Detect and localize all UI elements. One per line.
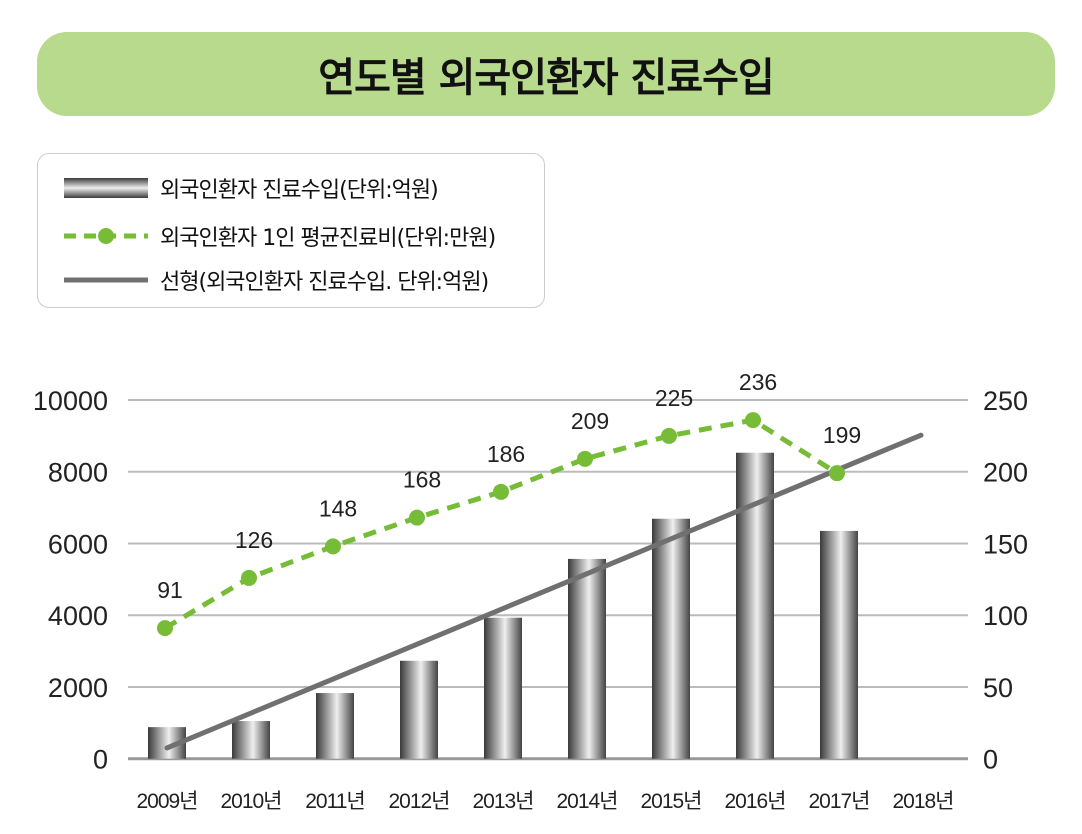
x-tick-label: 2009년 xyxy=(136,790,197,813)
avg-cost-marker xyxy=(745,412,761,429)
legend-swatch-line xyxy=(64,225,148,247)
avg-cost-marker xyxy=(325,538,341,555)
x-tick-label: 2015년 xyxy=(640,790,701,813)
x-tick-label: 2014년 xyxy=(556,790,617,813)
legend-swatch-bar xyxy=(64,178,148,198)
data-label: 186 xyxy=(487,441,525,467)
legend-label: 외국인환자 1인 평균진료비(단위:만원) xyxy=(160,226,496,251)
bar-2011년 xyxy=(316,693,354,759)
right-tick-label: 150 xyxy=(983,529,1028,559)
data-label: 148 xyxy=(319,495,357,521)
data-label: 126 xyxy=(235,527,273,553)
legend-label: 외국인환자 진료수입(단위:억원) xyxy=(160,178,439,203)
legend-swatch-trend xyxy=(64,269,148,291)
x-tick-label: 2010년 xyxy=(220,790,281,813)
left-tick-label: 2000 xyxy=(48,673,108,703)
data-label: 209 xyxy=(571,408,609,434)
legend-item-trend: 선형(외국인환자 진료수입. 단위:억원) xyxy=(64,264,489,296)
x-tick-label: 2011년 xyxy=(305,790,364,813)
legend-item-bar: 외국인환자 진료수입(단위:억원) xyxy=(64,172,439,204)
data-label: 199 xyxy=(823,422,861,448)
bar-2015년 xyxy=(652,518,690,759)
avg-cost-marker xyxy=(493,483,509,500)
legend: 외국인환자 진료수입(단위:억원) 외국인환자 1인 평균진료비(단위:만원) … xyxy=(37,153,545,308)
left-tick-label: 4000 xyxy=(48,601,108,631)
bar-2016년 xyxy=(736,452,774,759)
x-tick-label: 2013년 xyxy=(472,790,533,813)
avg-cost-marker xyxy=(661,427,677,444)
right-tick-label: 200 xyxy=(983,458,1028,488)
avg-cost-marker xyxy=(577,450,593,467)
right-tick-label: 0 xyxy=(983,745,998,775)
legend-item-line: 외국인환자 1인 평균진료비(단위:만원) xyxy=(64,220,496,252)
data-label: 168 xyxy=(403,467,441,493)
left-tick-label: 10000 xyxy=(33,386,108,416)
bar-2012년 xyxy=(400,660,438,759)
avg-cost-marker xyxy=(829,465,845,482)
x-tick-label: 2018년 xyxy=(892,790,953,813)
data-label: 225 xyxy=(655,385,693,411)
x-tick-label: 2012년 xyxy=(388,790,449,813)
left-tick-label: 8000 xyxy=(48,458,108,488)
x-tick-label: 2017년 xyxy=(808,790,869,813)
chart-title: 연도별 외국인환자 진료수입 xyxy=(37,32,1055,116)
bar-2017년 xyxy=(820,530,858,759)
bar-2010년 xyxy=(232,721,270,759)
data-label: 236 xyxy=(739,369,777,395)
right-tick-label: 250 xyxy=(983,386,1028,416)
right-tick-label: 50 xyxy=(983,673,1013,703)
bar-2013년 xyxy=(484,617,522,759)
trendline xyxy=(164,432,924,751)
left-tick-label: 6000 xyxy=(48,529,108,559)
avg-cost-line xyxy=(163,417,839,631)
x-tick-label: 2016년 xyxy=(724,790,785,813)
bar-2009년 xyxy=(148,727,186,759)
legend-label: 선형(외국인환자 진료수입. 단위:억원) xyxy=(160,270,489,295)
avg-cost-marker xyxy=(157,620,173,637)
right-tick-label: 100 xyxy=(983,601,1028,631)
left-tick-label: 0 xyxy=(93,745,108,775)
avg-cost-marker xyxy=(241,569,257,586)
bar-2014년 xyxy=(568,558,606,759)
avg-cost-marker xyxy=(409,509,425,526)
data-label: 91 xyxy=(157,577,183,603)
